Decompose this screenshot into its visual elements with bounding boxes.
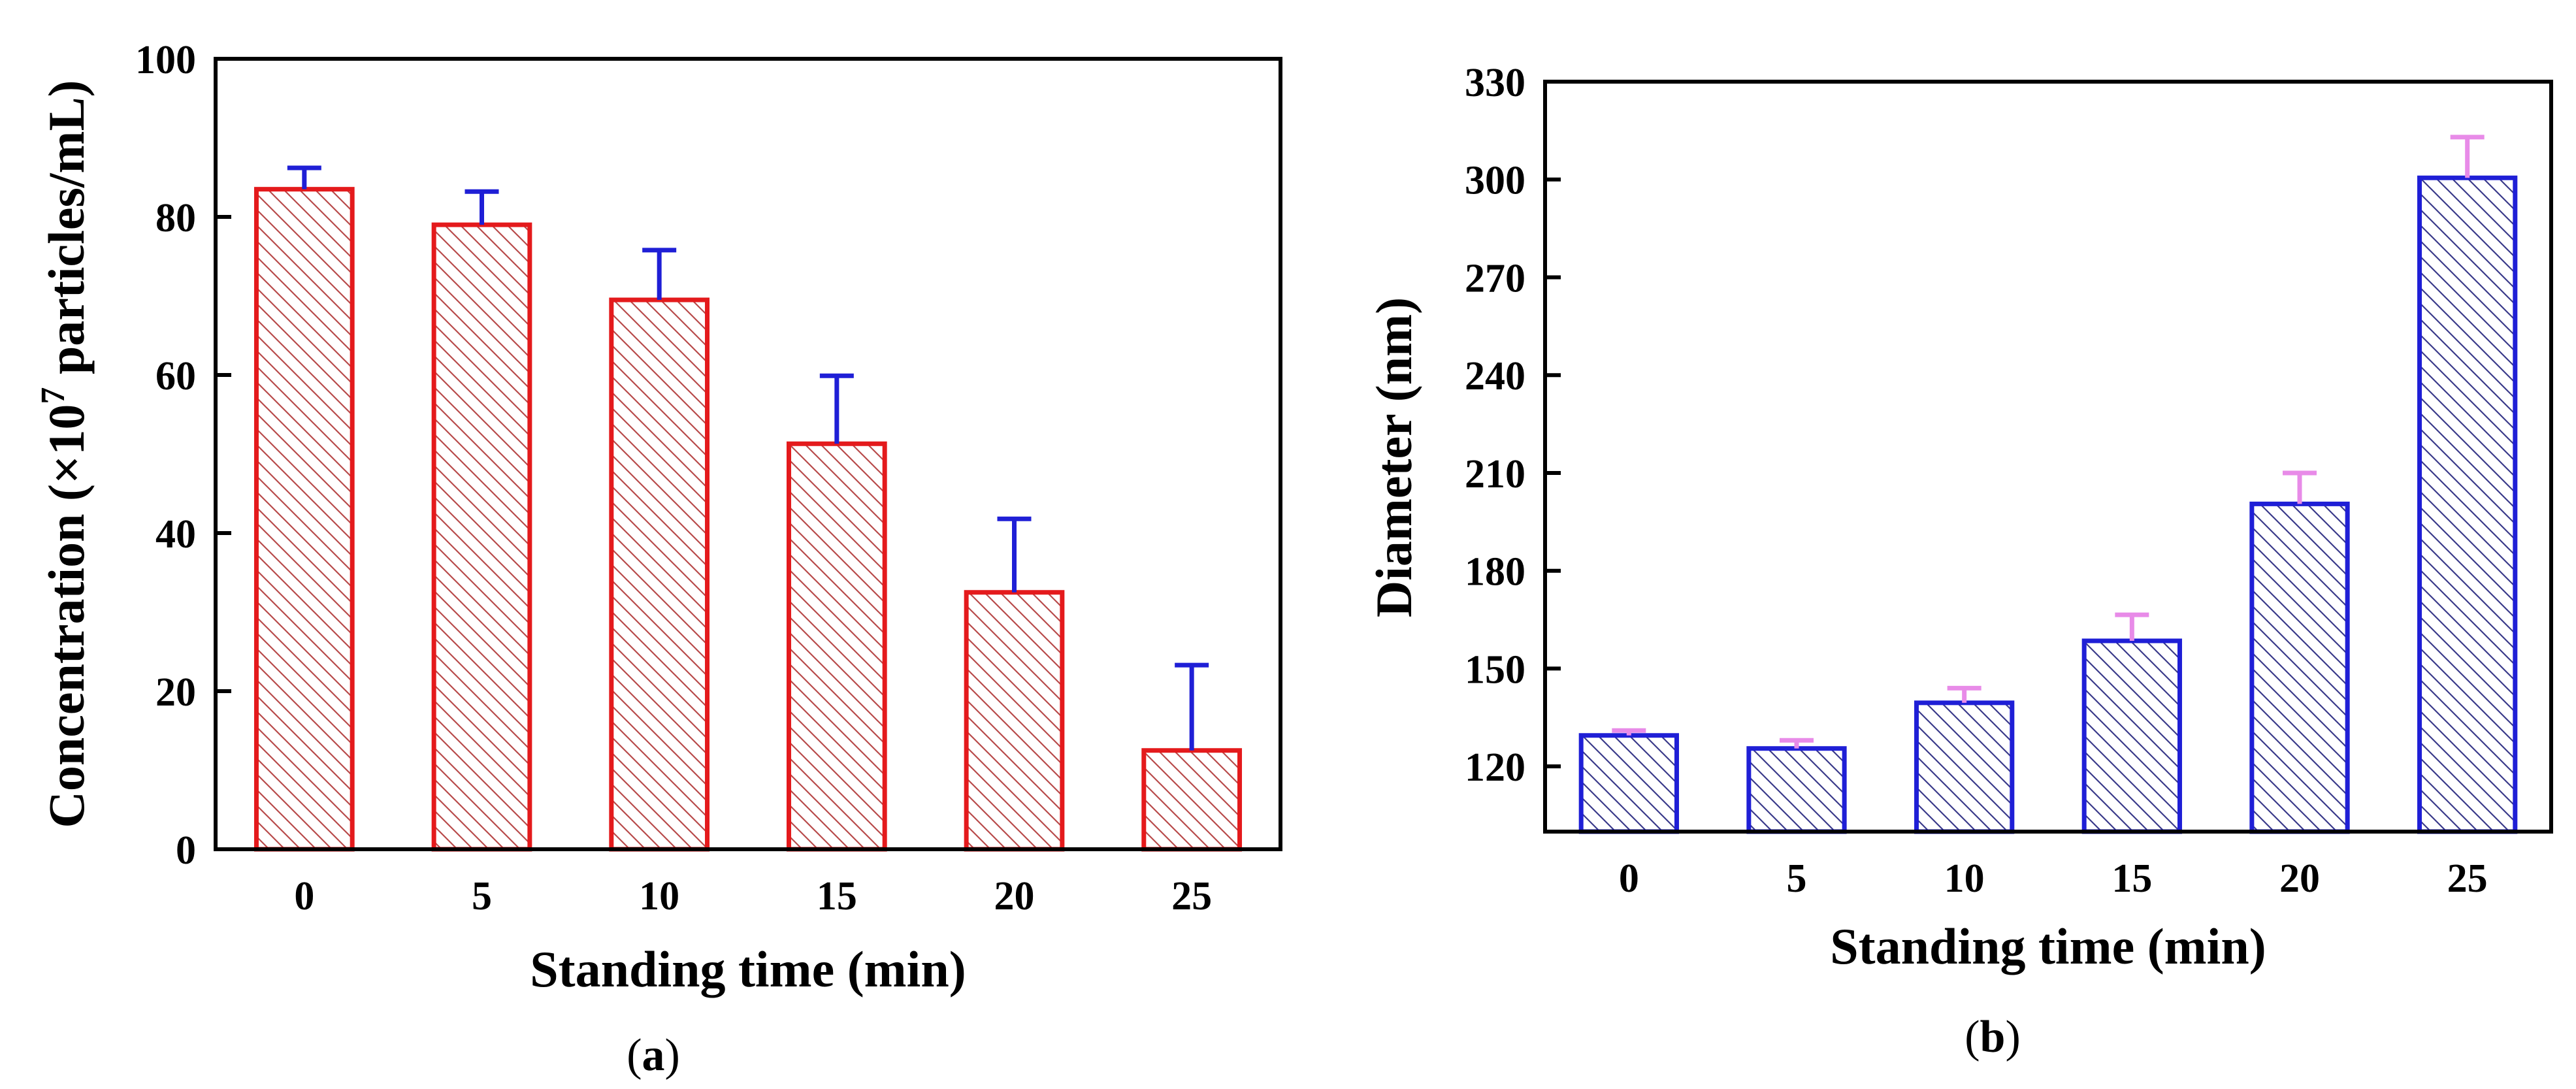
chart-a-bar bbox=[609, 297, 710, 852]
chart-b-x-axis-label: Standing time (min) bbox=[1830, 918, 2266, 975]
chart-a-bar bbox=[431, 222, 532, 852]
chart-a-error-bars bbox=[287, 165, 1209, 751]
chart-a-x-tick-label: 25 bbox=[1171, 874, 1212, 918]
chart-a-plot-frame bbox=[214, 57, 1282, 851]
chart-b-bar bbox=[2417, 175, 2518, 834]
chart-b-panel-letter: b bbox=[1980, 1012, 2006, 1062]
chart-a-y-axis-label-main: Concentration (×10 bbox=[38, 404, 95, 828]
chart-b-bar bbox=[2081, 638, 2182, 834]
chart-b-y-tick-label: 330 bbox=[1465, 61, 1525, 105]
chart-a-bars bbox=[253, 187, 1243, 852]
chart-b-x-tick-label: 20 bbox=[2279, 856, 2320, 901]
chart-b-bars bbox=[1578, 175, 2518, 834]
chart-a-y-axis: 0 20 40 60 80 100 bbox=[135, 38, 231, 873]
chart-b-bar bbox=[2249, 501, 2350, 834]
chart-b-y-axis-label: Diameter (nm) bbox=[1365, 297, 1422, 617]
chart-a-x-tick-label: 10 bbox=[639, 874, 679, 918]
chart-b-y-tick-label: 120 bbox=[1465, 745, 1525, 790]
chart-panel-b: 120 150 180 210 240 270 300 330 0 5 10 15 20 25 Stan… bbox=[1365, 61, 2553, 1062]
chart-b-bar bbox=[1914, 700, 2015, 834]
chart-a-y-tick-label: 60 bbox=[155, 354, 196, 398]
chart-a-x-axis: 0 5 10 15 20 25 bbox=[294, 874, 1212, 918]
chart-b-x-tick-label: 25 bbox=[2447, 856, 2488, 901]
chart-a-panel-label: (a) bbox=[627, 1030, 680, 1081]
chart-a-x-tick-label: 20 bbox=[994, 874, 1035, 918]
chart-b-y-tick-label: 180 bbox=[1465, 550, 1525, 594]
chart-b-y-tick-label: 300 bbox=[1465, 159, 1525, 203]
chart-panel-a: 0 20 40 60 80 100 0 5 10 15 20 25 Standing time (m… bbox=[35, 38, 1282, 1081]
chart-a-x-tick-label: 5 bbox=[472, 874, 492, 918]
chart-a-y-axis-label-rest: particles/mL) bbox=[38, 80, 95, 387]
chart-b-x-tick-label: 5 bbox=[1787, 856, 1807, 901]
chart-b-bar bbox=[1578, 733, 1679, 834]
chart-b-y-tick-label: 150 bbox=[1465, 647, 1525, 692]
chart-b-x-tick-label: 15 bbox=[2111, 856, 2152, 901]
chart-b-y-tick-label: 210 bbox=[1465, 452, 1525, 496]
chart-a-y-tick-label: 0 bbox=[176, 828, 196, 873]
chart-b-x-tick-label: 10 bbox=[1944, 856, 1985, 901]
chart-a-bar bbox=[253, 187, 355, 852]
chart-b-error-bars bbox=[1612, 135, 2485, 749]
chart-a-y-tick-label: 20 bbox=[155, 670, 196, 715]
chart-a-bar bbox=[964, 590, 1065, 852]
chart-b-y-tick-label: 240 bbox=[1465, 354, 1525, 398]
chart-a-y-tick-label: 100 bbox=[135, 38, 196, 82]
chart-a-x-axis-label: Standing time (min) bbox=[530, 941, 966, 998]
chart-a-bar bbox=[1141, 748, 1243, 852]
chart-a-x-tick-label: 15 bbox=[817, 874, 857, 918]
chart-a-y-axis-label-exponent: 7 bbox=[35, 387, 72, 404]
chart-a-x-tick-label: 0 bbox=[294, 874, 314, 918]
chart-a-y-axis-label: Concentration (×107 particles/mL) bbox=[35, 80, 95, 828]
chart-b-x-axis: 0 5 10 15 20 25 bbox=[1619, 856, 2488, 901]
chart-b-plot-frame bbox=[1543, 80, 2553, 834]
chart-a-panel-letter: a bbox=[642, 1030, 665, 1081]
chart-b-y-tick-label: 270 bbox=[1465, 256, 1525, 301]
chart-b-y-axis: 120 150 180 210 240 270 300 330 bbox=[1465, 61, 1561, 790]
chart-a-y-tick-label: 40 bbox=[155, 512, 196, 557]
chart-a-y-tick-label: 80 bbox=[155, 196, 196, 240]
chart-b-x-tick-label: 0 bbox=[1619, 856, 1639, 901]
chart-b-bar bbox=[1746, 746, 1847, 834]
chart-b-panel-label: (b) bbox=[1965, 1012, 2021, 1062]
chart-a-bar bbox=[786, 441, 887, 852]
